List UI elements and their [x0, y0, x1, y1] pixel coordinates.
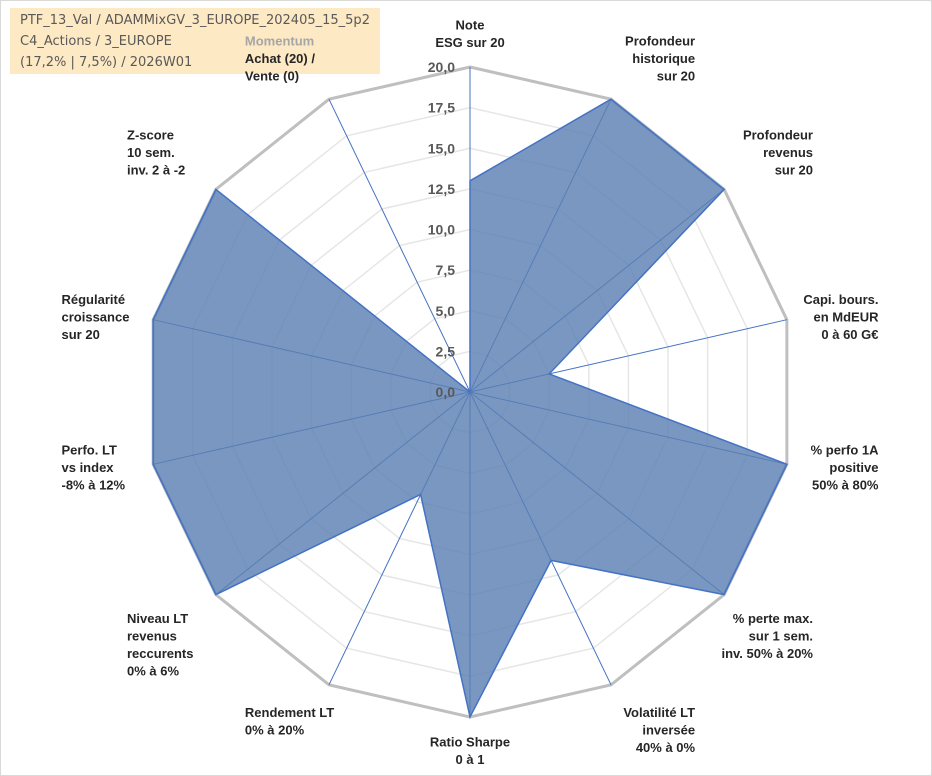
axis-label-line: Volatilité LT: [623, 705, 695, 720]
axis-label: Rendement LT 0% à 20%: [245, 705, 334, 738]
radial-tick-label: 12,5: [428, 181, 455, 197]
axis-label-line: 50% à 80%: [812, 478, 879, 493]
axis-label-line: Rendement LT: [245, 705, 334, 720]
axis-label: Note ESG sur 20: [435, 18, 504, 51]
axis-label-line: Z-score: [127, 128, 174, 143]
radial-tick-label: 7,5: [436, 262, 456, 278]
axis-label-line: % perfo 1A: [811, 443, 880, 458]
axis-label: Profondeur revenus sur 20: [743, 128, 813, 178]
axis-label-line: sur 20: [62, 327, 100, 342]
axis-label-line: Régularité: [62, 292, 126, 307]
axis-label: Volatilité LT inversée 40% à 0%: [623, 705, 695, 755]
axis-label-line: Momentum: [245, 34, 314, 49]
radial-tick-labels: 0,0 2,5 5,0 7,5 10,0 12,5 15,0 17,5 20,0: [428, 59, 455, 400]
axis-label-line: inv. 50% à 20%: [721, 646, 813, 661]
stats-label: (17,2% | 7,5%) / 2026W01: [20, 55, 193, 70]
axis-label: Profondeur historique sur 20: [625, 34, 695, 84]
axis-label-line: revenus: [763, 145, 813, 160]
radial-tick-label: 5,0: [436, 303, 456, 319]
axis-label-line: positive: [829, 460, 878, 475]
radar-series: [152, 98, 788, 720]
axis-label: Momentum Achat (20) / Vente (0): [245, 34, 315, 84]
axis-label-line: reccurents: [127, 646, 193, 661]
axis-label: Capi. bours. en MdEUR 0 à 60 G€: [803, 292, 879, 342]
axis-label-line: croissance: [62, 309, 130, 324]
axis-label-line: 0% à 6%: [127, 663, 179, 678]
axis-label: % perte max. sur 1 sem. inv. 50% à 20%: [721, 611, 813, 661]
axis-label-line: Profondeur: [743, 128, 813, 143]
portfolio-title: PTF_13_Val / ADAMMixGV_3_EUROPE_202405_1…: [20, 13, 370, 28]
asset-class-label: C4_Actions / 3_EUROPE: [20, 34, 172, 49]
axis-label: Perfo. LT vs index -8% à 12%: [62, 443, 126, 493]
axis-label: Niveau LT revenus reccurents 0% à 6%: [127, 611, 193, 679]
axis-label-line: inversée: [642, 722, 695, 737]
axis-label-line: % perte max.: [733, 611, 813, 626]
radial-tick-label: 10,0: [428, 222, 455, 238]
axis-label-line: ESG sur 20: [435, 35, 504, 50]
axis-label-line: Ratio Sharpe: [430, 735, 510, 750]
radial-tick-label: 0,0: [436, 384, 456, 400]
axis-label: Ratio Sharpe 0 à 1: [430, 735, 510, 768]
axis-label-line: 10 sem.: [127, 145, 175, 160]
radial-tick-label: 2,5: [436, 343, 456, 359]
axis-label-line: Perfo. LT: [62, 443, 117, 458]
axis-label-line: revenus: [127, 628, 177, 643]
axis-label-line: en MdEUR: [814, 309, 880, 324]
axis-label-line: sur 20: [775, 163, 813, 178]
info-box: PTF_13_Val / ADAMMixGV_3_EUROPE_202405_1…: [10, 8, 380, 74]
axis-label-line: sur 20: [657, 69, 695, 84]
radial-tick-label: 20,0: [428, 59, 455, 75]
axis-label-line: 0% à 20%: [245, 722, 305, 737]
series-area: [152, 98, 788, 720]
radial-tick-label: 17,5: [428, 100, 455, 116]
axis-label-line: historique: [632, 51, 695, 66]
axis-label-line: Profondeur: [625, 34, 695, 49]
axis-label-line: -8% à 12%: [62, 478, 126, 493]
axis-label-line: 40% à 0%: [636, 740, 696, 755]
axis-labels: Note ESG sur 20 Profondeur historique sur 20…: [62, 18, 880, 768]
axis-label: Régularité croissance sur 20: [62, 292, 130, 342]
axis-label: % perfo 1A positive 50% à 80%: [811, 443, 880, 493]
axis-label-line: Note: [456, 18, 485, 33]
axis-label-line: vs index: [62, 460, 115, 475]
axis-label: Z-score 10 sem. inv. 2 à -2: [127, 128, 185, 178]
axis-spoke: [328, 98, 471, 393]
axis-label-line: 0 à 1: [456, 752, 485, 767]
axis-label-line: Capi. bours.: [803, 292, 878, 307]
axis-label-line: Niveau LT: [127, 611, 188, 626]
axis-label-line: 0 à 60 G€: [821, 327, 878, 342]
axis-label-line: Vente (0): [245, 69, 299, 84]
axis-label-line: sur 1 sem.: [749, 628, 813, 643]
axis-label-line: inv. 2 à -2: [127, 163, 185, 178]
axis-label-line: Achat (20) /: [245, 51, 315, 66]
radial-tick-label: 15,0: [428, 140, 455, 156]
